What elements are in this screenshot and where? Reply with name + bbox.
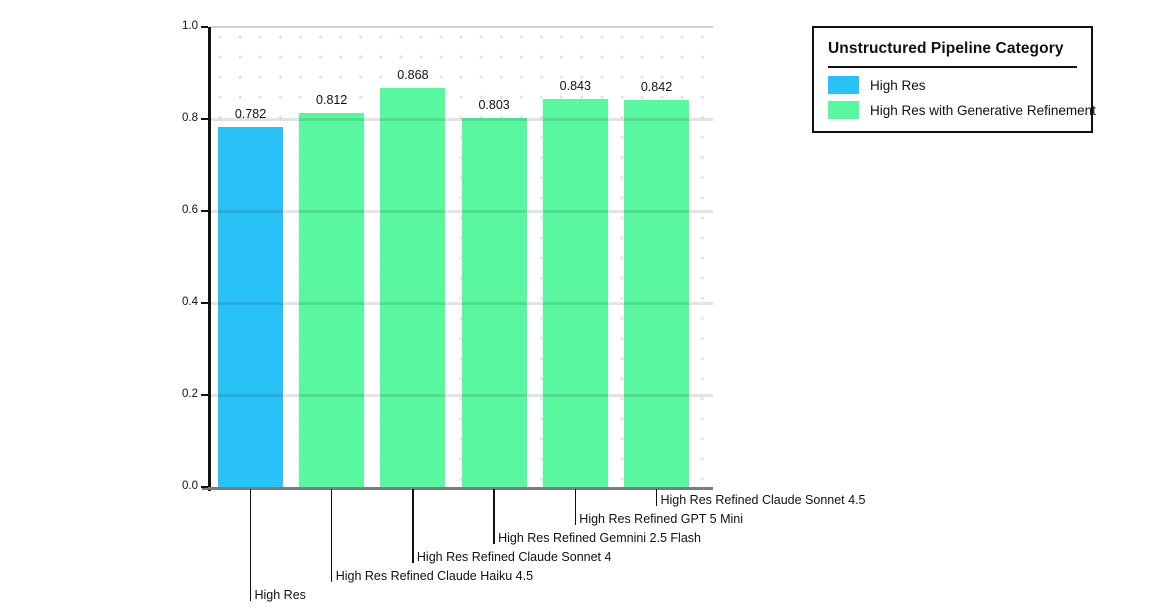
x-category-label: High Res Refined Claude Sonnet 4 xyxy=(416,550,612,564)
x-category-label: High Res Refined Gemnini 2.5 Flash xyxy=(498,531,701,545)
y-tick-label: 1.0 xyxy=(182,20,198,32)
legend-swatch xyxy=(828,101,859,119)
y-tick-label: 0.2 xyxy=(182,388,198,400)
y-tick-label: 0.4 xyxy=(182,296,198,308)
legend-divider xyxy=(828,66,1077,68)
y-tick-mark xyxy=(201,210,208,212)
x-label-leader-line xyxy=(330,489,333,582)
bar-4 xyxy=(461,117,527,487)
y-tick-label: 0.0 xyxy=(182,480,198,492)
bar-5 xyxy=(542,99,608,487)
y-tick-mark xyxy=(201,118,208,120)
bar-value-label: 0.868 xyxy=(397,67,429,82)
y-tick-mark xyxy=(201,486,208,488)
bar-value-label: 0.812 xyxy=(316,93,348,108)
x-category-label: High Res Refined Claude Sonnet 4.5 xyxy=(660,493,866,507)
legend-title: Unstructured Pipeline Category xyxy=(828,40,1064,57)
legend-swatch xyxy=(828,76,859,94)
bar-value-label: 0.842 xyxy=(640,79,673,94)
y-tick-label: 0.6 xyxy=(182,204,198,216)
x-category-label: High Res Refined GPT 5 Mini xyxy=(579,512,744,526)
plot-area xyxy=(210,25,713,487)
legend-item-label: High Res with Generative Refinement xyxy=(870,102,1096,118)
bar-6 xyxy=(624,99,689,487)
x-label-leader-line xyxy=(249,489,252,601)
bar-value-label: 0.843 xyxy=(559,79,591,94)
legend-item-1: High Res xyxy=(828,76,1077,94)
y-tick-mark xyxy=(201,26,208,28)
legend-item-2: High Res with Generative Refinement xyxy=(828,101,1096,119)
legend-items: High Res High Res with Generative Refinem… xyxy=(828,76,1096,119)
y-axis-line xyxy=(208,27,211,491)
legend: Unstructured Pipeline Category High Res H… xyxy=(812,26,1096,133)
bar-2 xyxy=(299,113,365,487)
bar-3 xyxy=(380,87,446,487)
x-category-label: High Res xyxy=(254,588,306,602)
x-label-leader-line xyxy=(655,489,658,506)
gridline-1.0 xyxy=(210,25,713,28)
y-tick-mark xyxy=(201,302,208,304)
y-tick-mark xyxy=(201,394,208,396)
x-label-leader-line xyxy=(493,489,495,544)
bar-1 xyxy=(218,127,283,487)
x-label-leader-line xyxy=(574,489,577,525)
bar-value-label: 0.803 xyxy=(478,97,510,112)
bar-value-label: 0.782 xyxy=(234,107,267,122)
legend-item-label: High Res xyxy=(870,77,926,93)
x-axis-line xyxy=(202,487,713,490)
x-category-label: High Res Refined Claude Haiku 4.5 xyxy=(335,569,534,583)
x-label-leader-line xyxy=(412,489,414,563)
y-tick-label: 0.8 xyxy=(182,112,198,124)
